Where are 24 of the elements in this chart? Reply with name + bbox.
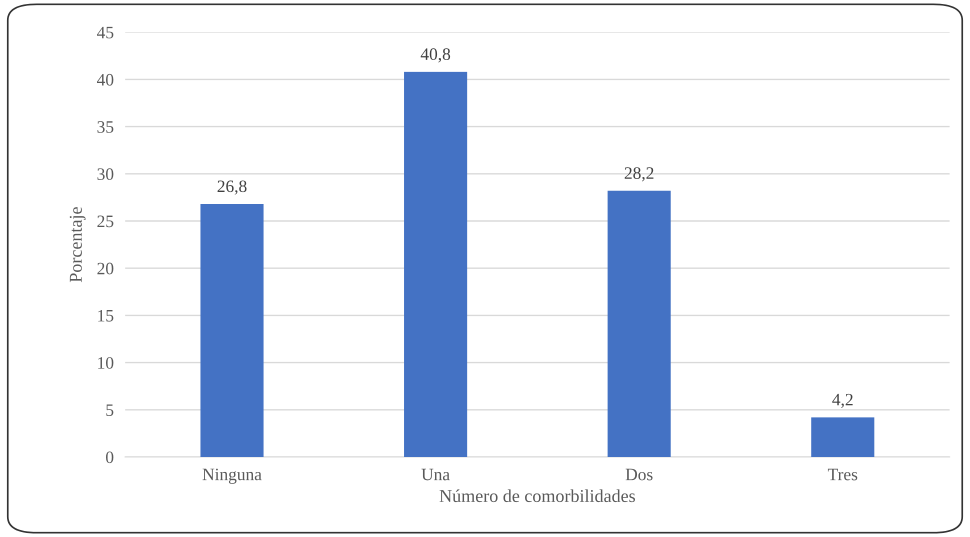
y-tick-label: 35 bbox=[97, 121, 114, 133]
y-tick-label: 30 bbox=[97, 168, 114, 180]
y-tick-label: 45 bbox=[96, 26, 114, 38]
bar bbox=[811, 417, 874, 457]
y-tick-label: 40 bbox=[96, 74, 114, 86]
bar bbox=[404, 72, 468, 457]
y-tick-label: 10 bbox=[98, 357, 114, 369]
x-tick-label: Tres bbox=[828, 468, 858, 480]
bar bbox=[200, 204, 264, 457]
x-tick-label: Una bbox=[421, 468, 450, 480]
y-tick-label: 25 bbox=[97, 216, 114, 228]
y-axis-title: Porcentaje bbox=[70, 207, 86, 282]
y-tick-label: 0 bbox=[106, 451, 114, 464]
data-label: 40,8 bbox=[420, 48, 450, 63]
x-tick-label: Dos bbox=[626, 468, 653, 480]
y-tick-label: 5 bbox=[106, 404, 114, 416]
x-tick-label: Ninguna bbox=[202, 468, 262, 484]
data-label: 26,8 bbox=[218, 180, 247, 195]
y-tick-label: 15 bbox=[98, 310, 114, 322]
data-label: 4,2 bbox=[832, 394, 853, 408]
y-tick-label: 20 bbox=[97, 262, 114, 274]
bar bbox=[608, 190, 671, 457]
data-label: 28,2 bbox=[624, 167, 654, 182]
x-axis-title: Número de comorbilidades bbox=[440, 489, 635, 502]
